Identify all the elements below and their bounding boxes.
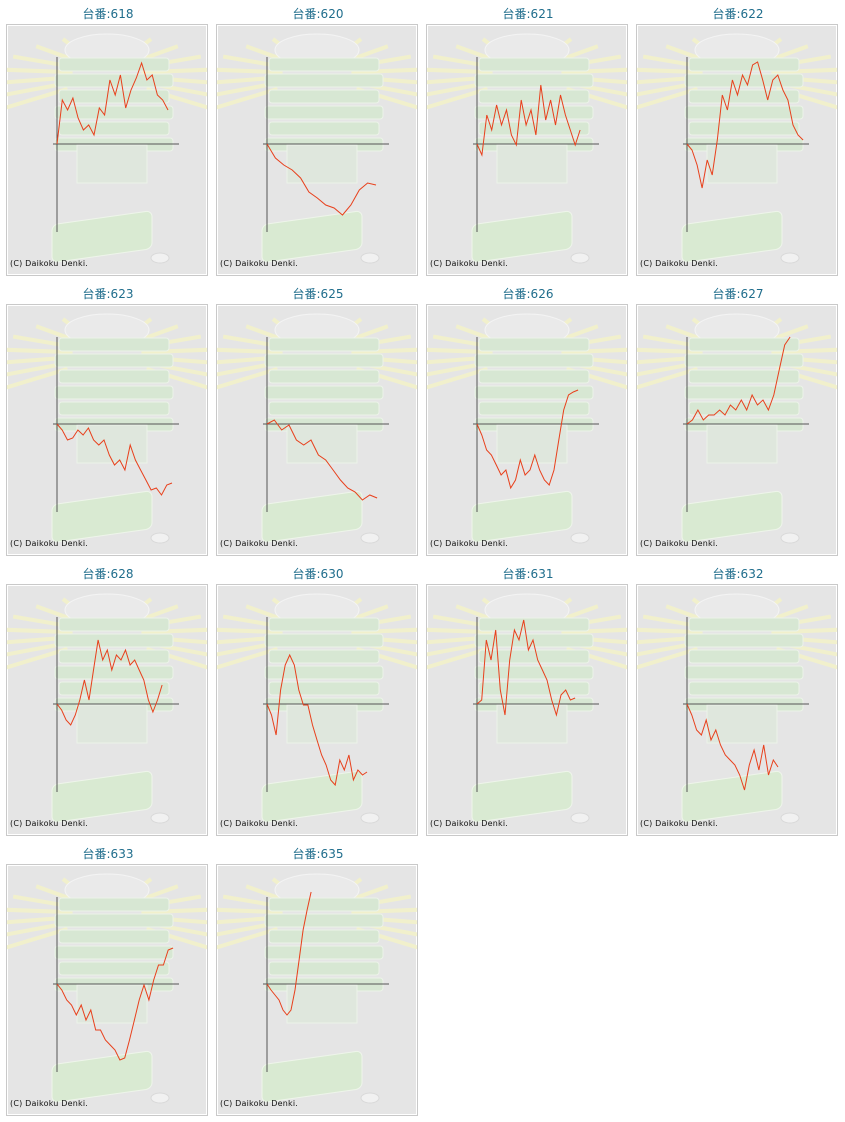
machine-chart-card: 台番:628 (C) Daikoku Denki.: [6, 567, 210, 836]
background-illustration: [217, 33, 417, 264]
chart-svg: [427, 33, 627, 264]
chart-title[interactable]: 台番:633: [82, 847, 134, 861]
chart-svg: [217, 313, 417, 544]
chart-svg: [217, 33, 417, 264]
chart-title[interactable]: 台番:620: [292, 7, 344, 21]
chart-title[interactable]: 台番:625: [292, 287, 344, 301]
series-line: [476, 389, 579, 490]
chart-area: (C) Daikoku Denki.: [426, 24, 628, 276]
chart-title[interactable]: 台番:623: [82, 287, 134, 301]
series-line: [476, 619, 576, 717]
series-line: [56, 639, 163, 726]
machine-chart-card: 台番:632 (C) Daikoku Denki.: [636, 567, 840, 836]
machine-chart-card: 台番:625 (C) Daikoku Denki.: [216, 287, 420, 556]
copyright-text: (C) Daikoku Denki.: [220, 539, 299, 548]
copyright-text: (C) Daikoku Denki.: [640, 259, 719, 268]
copyright-text: (C) Daikoku Denki.: [10, 259, 89, 268]
copyright-text: (C) Daikoku Denki.: [640, 539, 719, 548]
chart-svg: [7, 593, 207, 824]
series-line: [476, 84, 581, 157]
copyright-text: (C) Daikoku Denki.: [220, 1099, 299, 1108]
copyright-text: (C) Daikoku Denki.: [430, 259, 509, 268]
series-line: [266, 653, 368, 787]
chart-area: (C) Daikoku Denki.: [636, 304, 838, 556]
machine-chart-card: 台番:620 (C) Daikoku Denki.: [216, 7, 420, 276]
background-illustration: [637, 313, 837, 544]
chart-svg: [7, 33, 207, 264]
background-illustration: [217, 873, 417, 1104]
chart-area: (C) Daikoku Denki.: [216, 24, 418, 276]
chart-svg: [637, 593, 837, 824]
chart-title[interactable]: 台番:630: [292, 567, 344, 581]
chart-title[interactable]: 台番:632: [712, 567, 764, 581]
background-illustration: [427, 33, 627, 264]
copyright-text: (C) Daikoku Denki.: [220, 819, 299, 828]
chart-svg: [637, 33, 837, 264]
chart-area: (C) Daikoku Denki.: [216, 304, 418, 556]
chart-area: (C) Daikoku Denki.: [6, 304, 208, 556]
series-line: [266, 419, 378, 501]
chart-area: (C) Daikoku Denki.: [426, 304, 628, 556]
machine-chart-card: 台番:622 (C) Daikoku Denki.: [636, 7, 840, 276]
machine-chart-card: 台番:626 (C) Daikoku Denki.: [426, 287, 630, 556]
copyright-text: (C) Daikoku Denki.: [10, 819, 89, 828]
series-line: [686, 61, 804, 189]
chart-title[interactable]: 台番:618: [82, 7, 134, 21]
background-illustration: [217, 593, 417, 824]
chart-svg: [427, 313, 627, 544]
chart-title[interactable]: 台番:631: [502, 567, 554, 581]
chart-svg: [7, 313, 207, 544]
chart-area: (C) Daikoku Denki.: [216, 584, 418, 836]
series-line: [686, 703, 779, 791]
background-illustration: [427, 313, 627, 544]
machine-chart-card: 台番:633 (C) Daikoku Denki.: [6, 847, 210, 1116]
chart-area: (C) Daikoku Denki.: [426, 584, 628, 836]
machine-chart-card: 台番:631 (C) Daikoku Denki.: [426, 567, 630, 836]
series-line: [686, 336, 791, 425]
chart-svg: [217, 593, 417, 824]
machine-chart-card: 台番:621 (C) Daikoku Denki.: [426, 7, 630, 276]
background-illustration: [637, 593, 837, 824]
machine-chart-card: 台番:630 (C) Daikoku Denki.: [216, 567, 420, 836]
chart-area: (C) Daikoku Denki.: [636, 584, 838, 836]
series-line: [56, 61, 169, 145]
copyright-text: (C) Daikoku Denki.: [220, 259, 299, 268]
chart-title[interactable]: 台番:627: [712, 287, 764, 301]
chart-title[interactable]: 台番:635: [292, 847, 344, 861]
chart-title[interactable]: 台番:622: [712, 7, 764, 21]
machine-chart-card: 台番:635 (C) Daikoku Denki.: [216, 847, 420, 1116]
chart-area: (C) Daikoku Denki.: [636, 24, 838, 276]
chart-area: (C) Daikoku Denki.: [216, 864, 418, 1116]
machine-chart-card: 台番:623 (C) Daikoku Denki.: [6, 287, 210, 556]
series-line: [56, 423, 173, 496]
background-illustration: [7, 33, 207, 264]
series-line: [266, 143, 377, 216]
background-illustration: [217, 313, 417, 544]
background-illustration: [7, 873, 207, 1104]
copyright-text: (C) Daikoku Denki.: [640, 819, 719, 828]
chart-svg: [427, 593, 627, 824]
chart-area: (C) Daikoku Denki.: [6, 584, 208, 836]
copyright-text: (C) Daikoku Denki.: [10, 1099, 89, 1108]
chart-svg: [7, 873, 207, 1104]
chart-svg: [637, 313, 837, 544]
chart-area: (C) Daikoku Denki.: [6, 864, 208, 1116]
copyright-text: (C) Daikoku Denki.: [10, 539, 89, 548]
chart-title[interactable]: 台番:628: [82, 567, 134, 581]
background-illustration: [637, 33, 837, 264]
copyright-text: (C) Daikoku Denki.: [430, 539, 509, 548]
chart-title[interactable]: 台番:626: [502, 287, 554, 301]
background-illustration: [7, 593, 207, 824]
background-illustration: [7, 313, 207, 544]
machine-chart-card: 台番:627 (C) Daikoku Denki.: [636, 287, 840, 556]
chart-area: (C) Daikoku Denki.: [6, 24, 208, 276]
copyright-text: (C) Daikoku Denki.: [430, 819, 509, 828]
chart-svg: [217, 873, 417, 1104]
series-line: [56, 947, 174, 1061]
chart-title[interactable]: 台番:621: [502, 7, 554, 21]
background-illustration: [427, 593, 627, 824]
machine-chart-card: 台番:618 (C) Daikoku Denki.: [6, 7, 210, 276]
series-line: [266, 891, 312, 1016]
